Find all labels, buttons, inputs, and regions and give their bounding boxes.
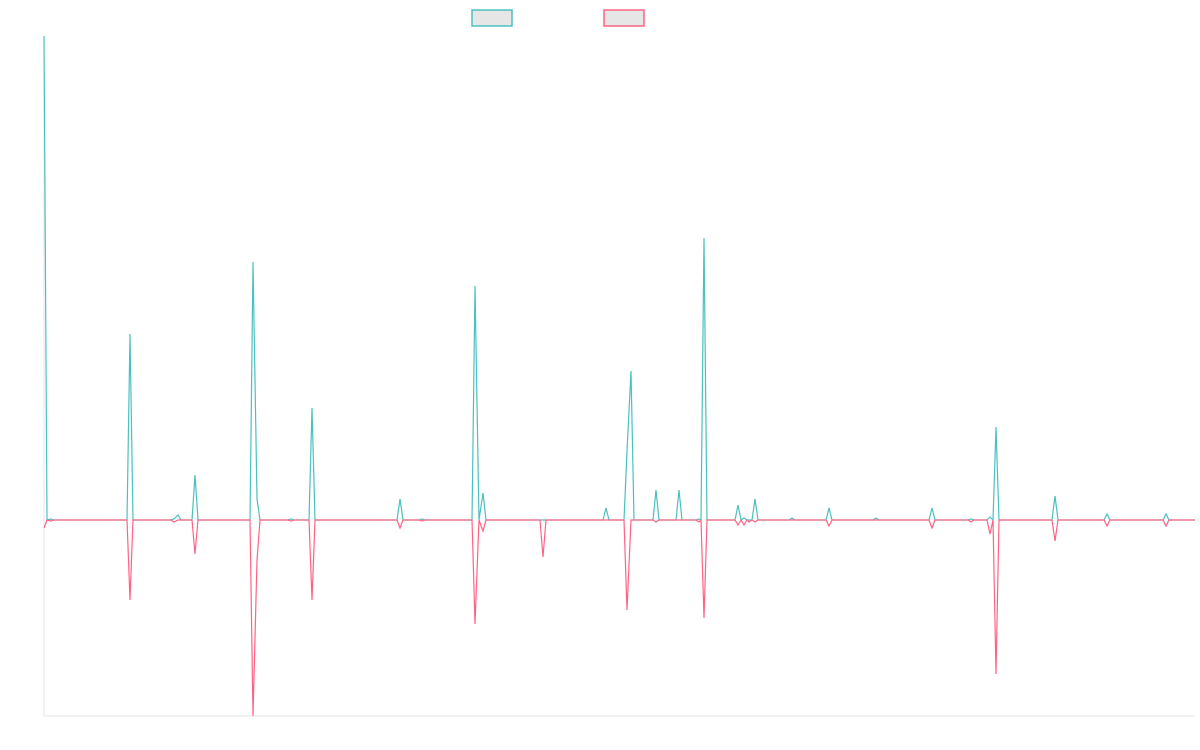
line [43, 518, 1195, 717]
line [43, 35, 1195, 522]
legend-swatch [471, 9, 513, 27]
legend-swatch [603, 9, 645, 27]
